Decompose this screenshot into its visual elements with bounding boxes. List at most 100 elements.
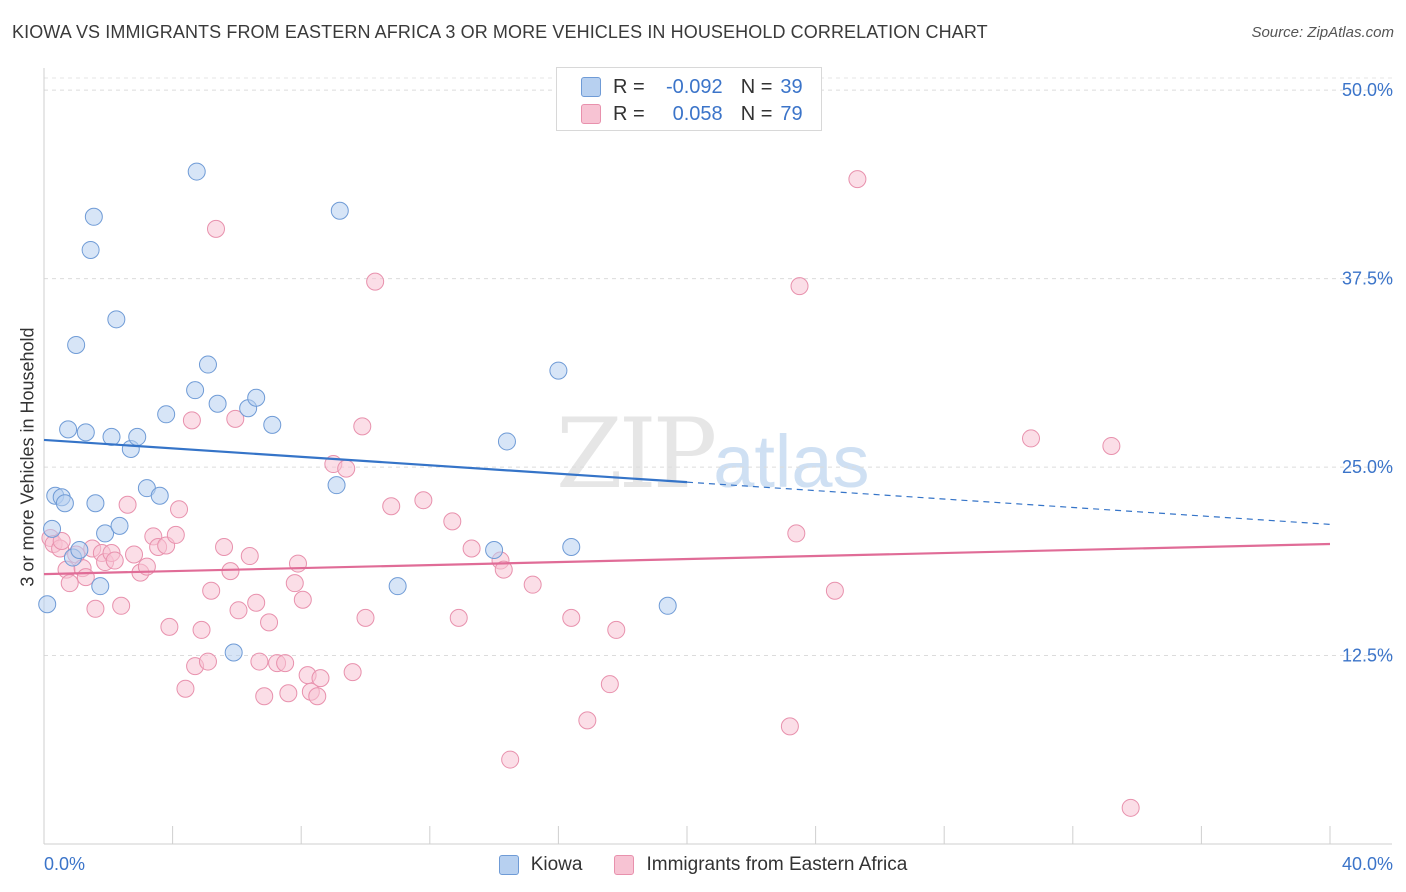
immigrants-point — [1022, 429, 1041, 448]
kiowa-r-label: R = — [613, 75, 645, 98]
immigrants-point — [192, 620, 211, 639]
immigrants-point — [578, 711, 597, 730]
immigrants-point — [462, 539, 481, 558]
kiowa-point — [84, 207, 103, 226]
immigrants-point — [382, 497, 401, 516]
kiowa-point — [59, 420, 78, 439]
stats-legend: R = -0.092 N = 39 R = 0.058 N = 79 — [556, 67, 822, 131]
kiowa-point — [86, 494, 105, 513]
kiowa-trend-line — [43, 438, 688, 484]
immigrants-point — [202, 581, 221, 600]
immigrants-point — [293, 590, 312, 609]
kiowa-point — [67, 335, 86, 354]
immigrants-point — [356, 608, 375, 627]
kiowa-swatch — [581, 77, 601, 97]
kiowa-r-value: -0.092 — [665, 75, 723, 98]
immigrants-r-label: R = — [613, 102, 645, 125]
y-tick-label: 12.5% — [1342, 646, 1393, 666]
immigrants-point — [787, 524, 806, 543]
kiowa-point — [70, 541, 89, 559]
immigrants-point — [60, 574, 79, 593]
kiowa-point — [562, 537, 581, 556]
immigrants-point — [52, 531, 71, 550]
immigrants-point — [160, 617, 179, 636]
legend-item-kiowa: Kiowa — [498, 854, 582, 876]
immigrants-point — [607, 620, 626, 639]
immigrants-point — [1121, 798, 1140, 817]
immigrants-point — [562, 608, 581, 627]
legend-row-immigrants: R = 0.058 N = 79 — [581, 101, 803, 127]
chart-title: KIOWA VS IMMIGRANTS FROM EASTERN AFRICA … — [12, 22, 988, 42]
kiowa-n-value: 39 — [780, 75, 803, 98]
y-tick-label: 37.5% — [1342, 269, 1393, 289]
immigrants-n-value: 79 — [780, 102, 803, 125]
x-tick-label: 0.0% — [44, 854, 85, 874]
kiowa-point — [91, 577, 110, 596]
immigrants-point — [366, 272, 385, 291]
immigrants-point — [207, 219, 226, 238]
kiowa-point — [658, 596, 677, 615]
immigrants-point — [308, 687, 327, 706]
immigrants-point — [176, 679, 195, 698]
immigrants-point — [166, 525, 185, 544]
immigrants-point — [112, 596, 131, 615]
watermark-zip: ZIP — [556, 398, 717, 510]
kiowa-point — [107, 310, 126, 329]
immigrants-point — [276, 654, 295, 673]
kiowa-point — [43, 519, 62, 538]
legend-kiowa-swatch — [498, 855, 519, 875]
kiowa-point — [81, 240, 100, 259]
kiowa-point — [224, 643, 243, 662]
kiowa-point — [186, 381, 205, 400]
immigrants-trend-line — [43, 542, 1331, 576]
immigrants-n-label: N = — [740, 102, 773, 125]
kiowa-point — [38, 595, 57, 614]
watermark: ZIPatlas — [556, 398, 870, 510]
kiowa-point — [150, 486, 169, 505]
immigrants-point — [1102, 436, 1121, 455]
kiowa-point — [327, 476, 346, 495]
y-tick-label: 50.0% — [1342, 80, 1393, 100]
immigrants-point — [848, 170, 867, 189]
immigrants-point — [226, 409, 245, 428]
kiowa-point — [388, 577, 407, 596]
kiowa-point — [157, 405, 176, 424]
immigrants-swatch — [581, 104, 601, 124]
immigrants-point — [780, 717, 799, 736]
immigrants-point — [288, 554, 307, 573]
immigrants-point — [76, 568, 95, 587]
immigrants-point — [118, 495, 137, 514]
immigrants-point — [250, 652, 269, 671]
immigrants-point — [260, 613, 279, 632]
kiowa-point — [128, 427, 147, 446]
immigrants-point — [501, 750, 520, 769]
kiowa-point — [247, 388, 266, 407]
immigrants-point — [790, 277, 809, 296]
kiowa-point — [263, 415, 282, 434]
kiowa-point — [549, 361, 568, 380]
immigrants-point — [255, 687, 274, 706]
kiowa-point — [55, 494, 74, 513]
immigrants-point — [600, 675, 619, 694]
immigrants-point — [353, 417, 372, 436]
kiowa-n-label: N = — [740, 75, 773, 98]
immigrants-point — [311, 669, 330, 688]
y-tick-label: 25.0% — [1342, 457, 1393, 477]
immigrants-point — [221, 562, 240, 581]
kiowa-point — [208, 394, 227, 413]
immigrants-point — [343, 663, 362, 682]
legend-immigrants-swatch — [614, 855, 635, 875]
y-axis-label: 3 or more Vehicles in Household — [17, 327, 38, 587]
kiowa-point — [485, 541, 504, 559]
immigrants-point — [247, 593, 266, 612]
source-label: Source: ZipAtlas.com — [1251, 24, 1394, 41]
legend-immigrants-label: Immigrants from Eastern Africa — [646, 854, 908, 875]
immigrants-point — [125, 545, 144, 564]
immigrants-r-value: 0.058 — [672, 102, 723, 125]
immigrants-point — [215, 537, 234, 556]
kiowa-point — [187, 162, 206, 181]
immigrants-point — [198, 652, 217, 671]
immigrants-point — [86, 599, 105, 618]
kiowa-point — [96, 524, 115, 543]
